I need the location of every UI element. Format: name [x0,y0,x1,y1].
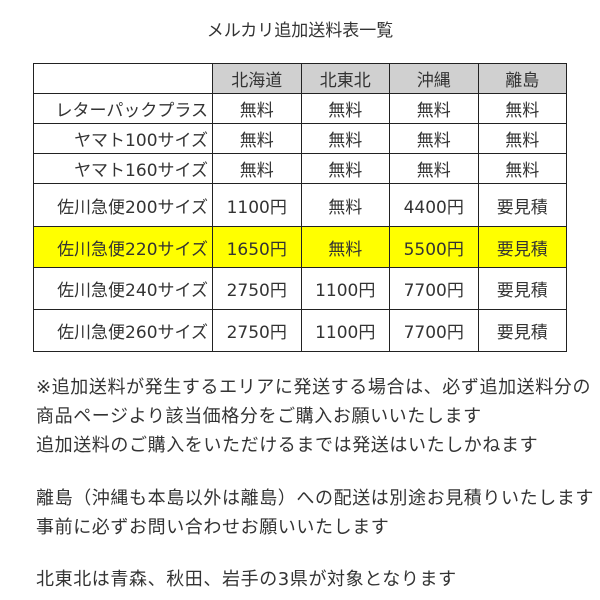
fee-cell: 要見積 [477,226,567,268]
fee-cell: 7700円 [389,309,479,352]
fee-cell: 無料 [477,93,567,124]
note-line: 北東北は青森、秋田、岩手の3県が対象となります [36,569,457,590]
row-label: ヤマト100サイズ [33,123,213,154]
fee-cell: 無料 [389,153,479,184]
row-label: ヤマト160サイズ [33,153,213,184]
fee-cell: 1100円 [300,267,390,310]
fee-cell: 2750円 [212,309,302,352]
fee-cell: 無料 [477,123,567,154]
table-row: 佐川急便200サイズ 1100円 無料 4400円 要見積 [33,183,567,227]
fee-cell: 無料 [389,123,479,154]
fee-cell: 7700円 [389,267,479,310]
table-row: 佐川急便260サイズ 2750円 1100円 7700円 要見積 [33,309,567,352]
fee-cell: 無料 [300,153,390,184]
fee-cell: 無料 [300,123,390,154]
header-row: 北海道 北東北 沖縄 離島 [33,63,567,94]
fee-cell: 2750円 [212,267,302,310]
column-header: 沖縄 [389,63,479,94]
table-row-highlighted: 佐川急便220サイズ 1650円 無料 5500円 要見積 [33,226,567,268]
fee-cell: 無料 [212,123,302,154]
page-title: メルカリ追加送料表一覧 [206,21,394,41]
row-label: 佐川急便260サイズ [33,309,213,352]
fee-cell: 1650円 [212,226,302,268]
fee-cell: 無料 [300,93,390,124]
note-line: 離島（沖縄も本島以外は離島）への配送は別途お見積りいたします [36,488,594,509]
table-row: レターパックプラス 無料 無料 無料 無料 [33,93,567,124]
fee-cell: 1100円 [212,183,302,227]
fee-cell: 無料 [300,183,390,227]
row-label: レターパックプラス [33,93,213,124]
fee-cell: 無料 [389,93,479,124]
fee-cell: 5500円 [389,226,479,268]
table-row: 佐川急便240サイズ 2750円 1100円 7700円 要見積 [33,267,567,310]
corner-cell [33,63,213,94]
note-line: 追加送料のご購入をいただけるまでは発送はいたしかねます [36,435,539,456]
note-line: ※追加送料が発生するエリアに発送する場合は、必ず追加送料分の [36,377,592,398]
fee-cell: 無料 [212,153,302,184]
note-line: 事前に必ずお問い合わせお願いいたします [36,517,390,538]
column-header: 離島 [477,63,567,94]
row-label: 佐川急便220サイズ [33,226,213,268]
table-row: ヤマト160サイズ 無料 無料 無料 無料 [33,153,567,184]
table-row: ヤマト100サイズ 無料 無料 無料 無料 [33,123,567,154]
fee-cell: 要見積 [477,267,567,310]
fee-cell: 要見積 [477,183,567,227]
row-label: 佐川急便200サイズ [33,183,213,227]
fee-cell: 1100円 [300,309,390,352]
row-label: 佐川急便240サイズ [33,267,213,310]
fee-cell: 4400円 [389,183,479,227]
fee-cell: 無料 [477,153,567,184]
fee-cell: 無料 [300,226,390,268]
fee-cell: 無料 [212,93,302,124]
shipping-fee-table: 北海道 北東北 沖縄 離島 レターパックプラス 無料 無料 無料 無料 ヤマト100サイズ 無料 無料… [33,63,567,352]
column-header: 北東北 [300,63,390,94]
fee-cell: 要見積 [477,309,567,352]
note-line: 商品ページより該当価格分をご購入お願いいたします [36,406,482,427]
column-header: 北海道 [212,63,302,94]
